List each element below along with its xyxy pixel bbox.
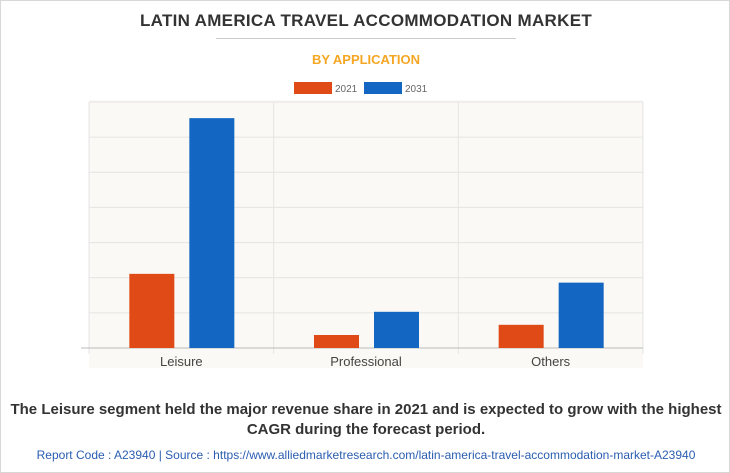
legend-label-2031: 2031 <box>405 84 428 95</box>
bar-2031-leisure <box>189 118 235 348</box>
legend-swatch-2021 <box>294 82 332 94</box>
bar-2021-leisure <box>129 273 175 348</box>
bar-2021-others <box>498 324 544 348</box>
title-divider <box>216 38 516 39</box>
x-tick-label: Professional <box>330 354 402 369</box>
chart-subtitle: BY APPLICATION <box>311 52 421 67</box>
x-tick-label: Leisure <box>160 354 203 369</box>
bar-2031-professional <box>374 311 419 348</box>
legend-label-2021: 2021 <box>335 84 358 95</box>
bar-chart: Leisure Professional Others 2021 2031 <box>81 82 644 369</box>
x-tick-label: Others <box>531 354 571 369</box>
bar-2031-others <box>558 282 604 348</box>
bar-2021-professional <box>314 334 359 348</box>
legend-swatch-2031 <box>364 82 402 94</box>
chart-caption: The Leisure segment held the major reven… <box>10 401 722 438</box>
report-source-footer[interactable]: Report Code : A23940 | Source : https://… <box>36 448 696 462</box>
chart-title: LATIN AMERICA TRAVEL ACCOMMODATION MARKE… <box>139 11 593 30</box>
plot-background <box>89 100 643 368</box>
